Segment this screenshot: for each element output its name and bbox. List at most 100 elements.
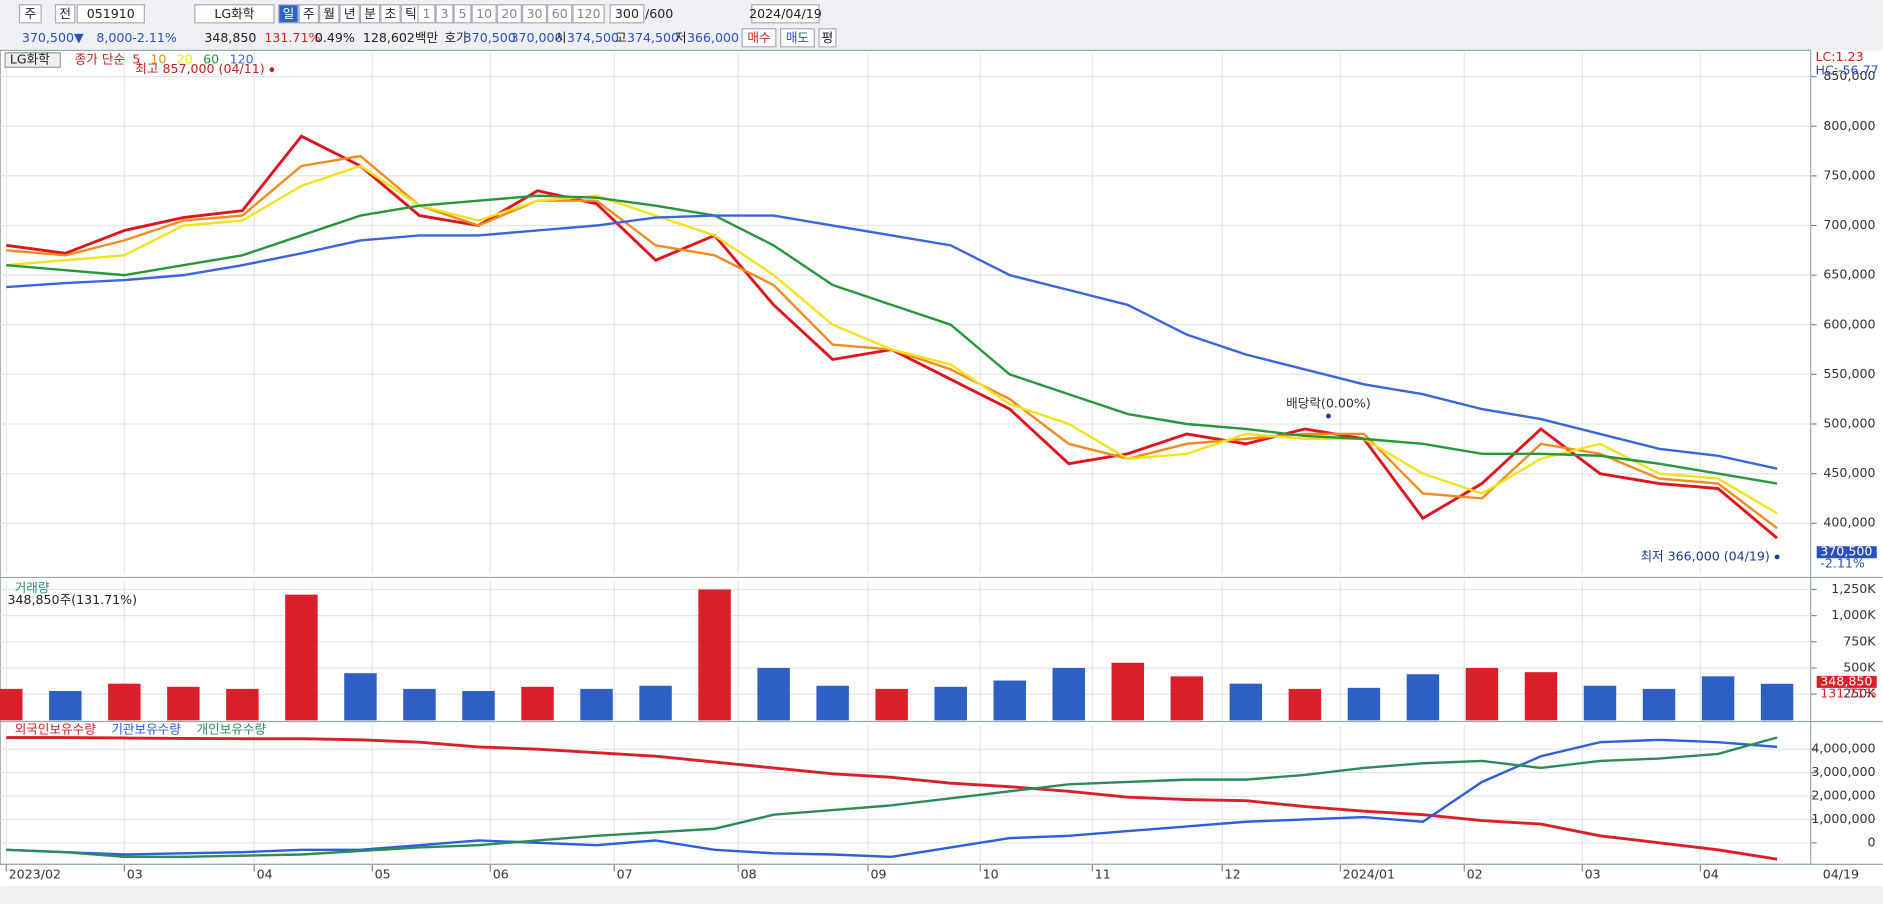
x-tick-label: 04 bbox=[1703, 867, 1719, 882]
y-tick-label: 500K bbox=[1843, 659, 1876, 674]
code-box[interactable] bbox=[76, 4, 145, 24]
series-line bbox=[6, 164, 1778, 515]
interval[interactable]: 10 bbox=[476, 6, 492, 21]
market[interactable]: 전 bbox=[59, 6, 71, 21]
volume-bar bbox=[1111, 662, 1145, 721]
interval[interactable]: 60 bbox=[552, 6, 568, 21]
code[interactable]: 051910 bbox=[87, 6, 135, 21]
volume-bar bbox=[1347, 687, 1381, 721]
volume-bar bbox=[167, 686, 200, 721]
volume-bar bbox=[1170, 676, 1204, 721]
period-box[interactable] bbox=[339, 4, 360, 24]
count[interactable]: 300 bbox=[615, 6, 639, 21]
interval-box[interactable] bbox=[453, 4, 472, 24]
period[interactable]: 주 bbox=[303, 6, 315, 21]
volume-bar bbox=[344, 673, 377, 721]
annotation: 배당락(0.00%) bbox=[1286, 396, 1371, 411]
period[interactable]: 일 bbox=[283, 6, 295, 21]
order-button-box[interactable] bbox=[741, 28, 777, 48]
y-tick-label: 2,000,000 bbox=[1811, 788, 1875, 803]
chart-title: LG화학 bbox=[10, 52, 50, 67]
last-change: -2.11% bbox=[1820, 556, 1865, 571]
interval[interactable]: 3 bbox=[440, 6, 448, 21]
interval[interactable]: 30 bbox=[527, 6, 543, 21]
period-box[interactable] bbox=[298, 4, 320, 24]
y-tick-label: 1,250K bbox=[1831, 581, 1876, 596]
y-tick-label: 1,000K bbox=[1831, 607, 1876, 622]
order-button[interactable]: 매도 bbox=[786, 30, 809, 45]
volume-bar bbox=[462, 691, 495, 721]
volume-bar bbox=[108, 683, 141, 721]
interval-box[interactable] bbox=[435, 4, 454, 24]
date[interactable]: 2024/04/19 bbox=[749, 6, 822, 21]
order-button[interactable]: 평 bbox=[822, 30, 834, 45]
x-tick-label: 2023/02 bbox=[9, 867, 61, 882]
period-box[interactable] bbox=[359, 4, 381, 24]
y-tick-label: 500,000 bbox=[1823, 415, 1875, 430]
volume-bar bbox=[1229, 683, 1263, 721]
legend-title: 종가 단순 bbox=[75, 52, 125, 67]
scrollbar[interactable] bbox=[0, 885, 1883, 904]
interval[interactable]: 5 bbox=[458, 6, 466, 21]
quote-field: 370,500 bbox=[464, 30, 516, 45]
quote-field: 374,500 bbox=[627, 30, 679, 45]
quote-field: 131.71% bbox=[264, 30, 320, 45]
interval-box[interactable] bbox=[521, 4, 548, 24]
interval[interactable]: 1 bbox=[422, 6, 430, 21]
interval-box[interactable] bbox=[572, 4, 605, 24]
series-line bbox=[6, 738, 1778, 859]
interval-box[interactable] bbox=[471, 4, 497, 24]
volume-bar bbox=[226, 688, 259, 721]
volume-bar bbox=[580, 688, 613, 721]
stock-name-box[interactable] bbox=[194, 4, 275, 24]
max-count: /600 bbox=[645, 6, 673, 21]
interval[interactable]: 20 bbox=[501, 6, 517, 21]
market-box[interactable] bbox=[54, 4, 76, 24]
volume-bar bbox=[285, 594, 318, 721]
x-tick-label: 2024/01 bbox=[1343, 867, 1395, 882]
period-prefix[interactable]: 주 bbox=[24, 6, 36, 21]
legend-item: 개인보유수량 bbox=[197, 721, 267, 736]
volume-bar bbox=[1406, 674, 1440, 721]
legend-item: 60 bbox=[203, 52, 219, 67]
period-box[interactable] bbox=[278, 4, 299, 24]
x-tick-label: 12 bbox=[1225, 867, 1241, 882]
date-box[interactable] bbox=[751, 4, 820, 24]
order-button-box[interactable] bbox=[780, 28, 815, 48]
period[interactable]: 분 bbox=[364, 6, 376, 21]
order-button-box[interactable] bbox=[818, 28, 837, 48]
interval[interactable]: 120 bbox=[577, 6, 601, 21]
period[interactable]: 년 bbox=[344, 6, 356, 21]
order-button[interactable]: 매수 bbox=[747, 30, 770, 45]
panel-subtitle: 348,850주(131.71%) bbox=[7, 592, 137, 607]
volume-bar bbox=[49, 691, 82, 721]
x-tick-label: 07 bbox=[617, 867, 633, 882]
period[interactable]: 월 bbox=[323, 6, 335, 21]
volume-bar bbox=[1701, 676, 1735, 721]
volume-bar bbox=[0, 688, 23, 721]
quote-field: 370,500▼ bbox=[22, 30, 84, 45]
x-tick-label: 08 bbox=[741, 867, 757, 882]
legend-item: 외국인보유수량 bbox=[15, 721, 97, 736]
interval-box[interactable] bbox=[496, 4, 522, 24]
indicator-label: HC:-56.77 bbox=[1815, 62, 1878, 77]
y-tick-label: 400,000 bbox=[1823, 515, 1875, 530]
y-tick-label: 800,000 bbox=[1823, 118, 1875, 133]
volume-bar bbox=[1052, 667, 1085, 721]
period-prefix-box[interactable] bbox=[18, 4, 42, 24]
period-box[interactable] bbox=[380, 4, 401, 24]
x-tick-label: 11 bbox=[1095, 867, 1111, 882]
interval-box[interactable] bbox=[417, 4, 436, 24]
quote-field: 저 bbox=[675, 30, 687, 45]
stock-name[interactable]: LG화학 bbox=[214, 6, 254, 21]
quote-field: 374,500 bbox=[567, 30, 619, 45]
count-box[interactable] bbox=[609, 4, 645, 24]
legend-item: 10 bbox=[150, 52, 166, 67]
period-box[interactable] bbox=[319, 4, 340, 24]
period[interactable]: 초 bbox=[385, 6, 397, 21]
period[interactable]: 틱 bbox=[405, 6, 417, 21]
volume-bar bbox=[875, 688, 908, 721]
interval-box[interactable] bbox=[547, 4, 573, 24]
